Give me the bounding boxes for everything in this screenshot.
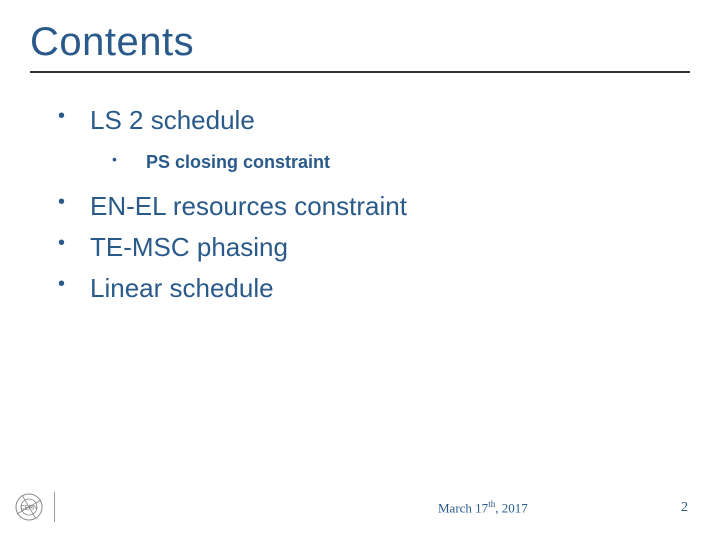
slide: Contents LS 2 schedule PS closing constr… [0, 0, 720, 540]
bullet-list: LS 2 schedule PS closing constraint EN-E… [50, 101, 690, 308]
footer: CERN March 17th, 2017 2 [0, 482, 720, 522]
date-prefix: March 17 [438, 500, 488, 515]
title-underline [30, 71, 690, 73]
footer-date: March 17th, 2017 [438, 499, 528, 516]
list-item: Linear schedule [50, 269, 690, 308]
list-item: TE-MSC phasing [50, 228, 690, 267]
page-number: 2 [681, 500, 688, 516]
list-item-label: Linear schedule [90, 273, 274, 303]
sub-bullet-list: PS closing constraint [90, 148, 690, 177]
sub-list-item: PS closing constraint [90, 148, 690, 177]
page-title: Contents [30, 20, 690, 65]
date-year: , 2017 [495, 500, 528, 515]
svg-text:CERN: CERN [20, 506, 37, 512]
list-item-label: LS 2 schedule [90, 105, 255, 135]
content-area: LS 2 schedule PS closing constraint EN-E… [30, 101, 690, 308]
logo-divider [54, 492, 55, 522]
list-item: EN-EL resources constraint [50, 187, 690, 226]
list-item-label: TE-MSC phasing [90, 232, 288, 262]
logo: CERN [14, 492, 55, 522]
cern-logo-icon: CERN [14, 492, 44, 522]
list-item: LS 2 schedule PS closing constraint [50, 101, 690, 177]
sub-list-item-label: PS closing constraint [146, 152, 330, 172]
list-item-label: EN-EL resources constraint [90, 191, 407, 221]
